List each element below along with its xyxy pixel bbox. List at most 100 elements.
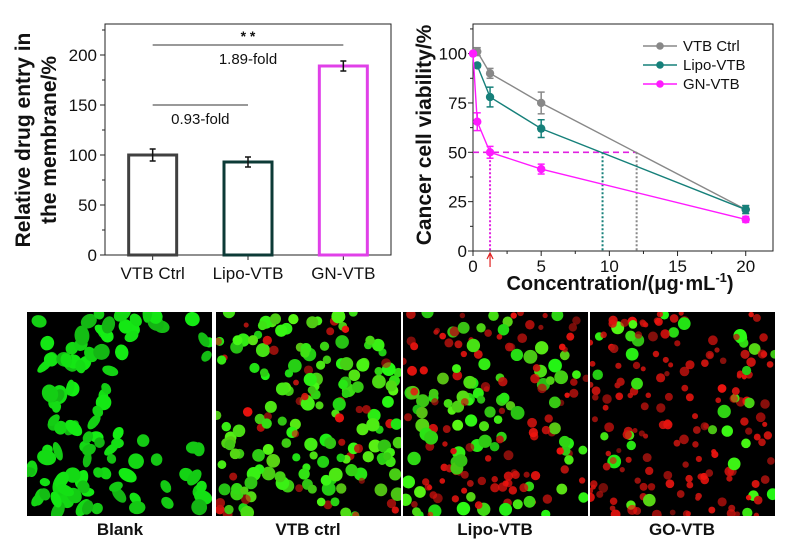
live-cell	[217, 355, 227, 365]
live-cell	[161, 496, 174, 509]
live-cell	[115, 344, 129, 361]
dead-cell	[450, 447, 457, 455]
live-cell	[365, 335, 375, 346]
live-cell	[451, 400, 465, 413]
live-cell	[744, 397, 755, 409]
dead-cell	[569, 388, 579, 398]
live-cell	[142, 312, 153, 323]
dead-cell	[665, 479, 675, 489]
dead-cell	[685, 360, 695, 370]
dead-cell	[634, 331, 643, 339]
live-cell	[476, 323, 486, 333]
dead-cell	[663, 470, 673, 480]
dead-cell	[474, 501, 483, 509]
dead-cell	[652, 350, 660, 358]
live-cell	[335, 335, 349, 349]
live-cell	[488, 312, 499, 321]
panel-label-go-vtb: GO-VTB	[648, 520, 716, 539]
dead-cell	[434, 327, 441, 334]
bar-y-axis-label-line2: the membrane/%	[38, 56, 61, 224]
dead-cell	[590, 339, 594, 346]
live-cell	[466, 492, 476, 502]
live-cell	[257, 320, 268, 331]
live-cell	[109, 481, 123, 492]
live-cell	[416, 406, 428, 419]
live-cell	[578, 492, 588, 503]
dead-cell	[762, 421, 768, 427]
live-cell	[317, 455, 330, 468]
live-cell	[390, 487, 401, 501]
dead-cell	[736, 373, 742, 379]
dead-cell	[484, 455, 492, 462]
live-cell	[499, 502, 513, 516]
live-cell	[322, 355, 332, 364]
live-cell	[336, 483, 347, 494]
live-cell	[366, 418, 380, 432]
dead-cell	[484, 329, 492, 337]
live-cell	[320, 474, 332, 486]
dead-cell	[731, 387, 740, 396]
dead-cell	[679, 434, 689, 445]
dead-cell	[353, 443, 364, 454]
dead-cell	[639, 482, 648, 491]
dead-cell	[452, 370, 463, 381]
bar-vtb-ctrl	[127, 153, 179, 257]
live-cell	[93, 312, 105, 320]
live-cell	[324, 437, 337, 449]
live-cell	[478, 421, 490, 432]
dead-cell	[517, 333, 528, 343]
line-x-tick-label: 15	[668, 257, 687, 276]
live-cell	[150, 453, 163, 466]
bar-y-tick-label: 150	[69, 96, 97, 115]
data-point-vtb-ctrl	[536, 98, 546, 108]
dead-cell	[243, 322, 249, 328]
line-x-tick-label: 20	[736, 257, 755, 276]
line-x-tick-label: 5	[536, 257, 545, 276]
live-cell	[60, 353, 73, 368]
live-cell	[316, 497, 326, 507]
dead-cell	[759, 333, 768, 342]
dead-cell	[352, 511, 359, 516]
live-cell	[403, 493, 412, 506]
dead-cell	[642, 453, 652, 462]
dead-cell	[564, 392, 570, 398]
live-cell	[315, 401, 324, 410]
live-cell	[428, 388, 439, 399]
live-cell	[128, 453, 144, 469]
live-cell	[201, 350, 212, 362]
live-cell	[328, 467, 343, 482]
live-cell	[87, 414, 101, 430]
dead-cell	[338, 438, 346, 446]
live-cell	[304, 437, 318, 451]
live-cell	[572, 370, 581, 379]
dead-cell	[498, 376, 508, 387]
dead-cell	[386, 498, 397, 509]
live-cell	[54, 420, 68, 435]
dead-cell	[664, 370, 670, 377]
dead-cell	[465, 442, 475, 452]
live-cell	[385, 380, 397, 392]
line-x-tick-label: 10	[600, 257, 619, 276]
live-cell	[261, 466, 276, 481]
dead-cell	[758, 438, 766, 447]
live-cell	[91, 502, 103, 515]
live-cell	[65, 419, 83, 437]
data-point-lipo-vtb	[536, 124, 546, 133]
dead-cell	[560, 465, 569, 474]
live-cell	[221, 421, 232, 432]
dead-cell	[632, 427, 638, 434]
dead-cell	[433, 493, 443, 504]
live-cell	[118, 319, 133, 334]
live-cell	[124, 330, 139, 343]
dead-cell	[530, 470, 541, 481]
live-cell	[288, 358, 302, 373]
dead-cell	[711, 448, 717, 455]
dead-cell	[461, 487, 468, 494]
dead-cell	[355, 405, 363, 414]
live-cell	[27, 467, 36, 478]
live-cell	[464, 414, 478, 427]
dead-cell	[654, 317, 663, 326]
dead-cell	[753, 433, 761, 441]
charts-area: Relative drug entry in the membrane/% 0 5…	[12, 23, 774, 295]
dead-cell	[748, 312, 754, 318]
